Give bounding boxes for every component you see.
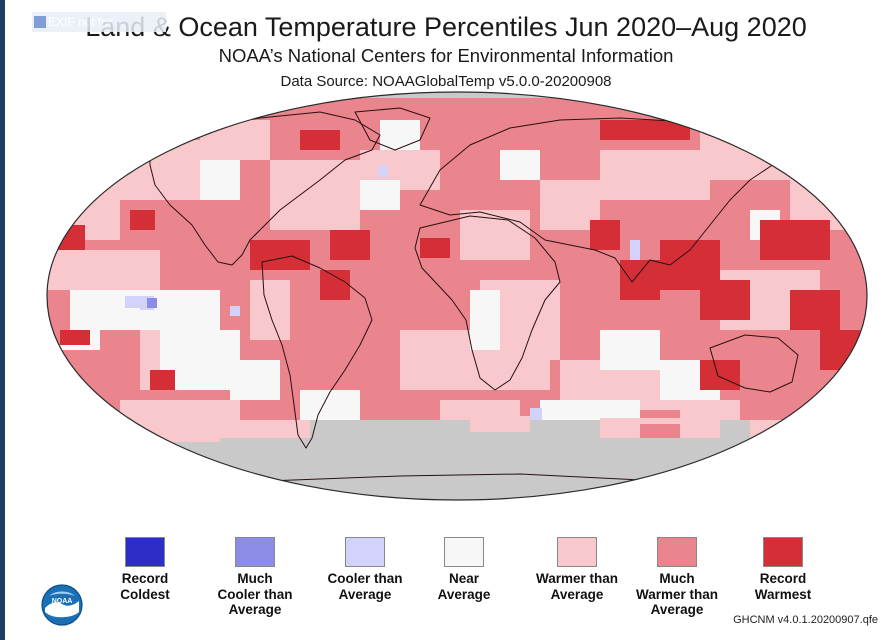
legend-label: Record Coldest — [120, 571, 170, 602]
record-warmest-cell — [60, 330, 90, 345]
warmer-cell — [600, 150, 710, 200]
legend-item-cooler: Cooler than Average — [315, 537, 415, 602]
warmer-cell — [460, 210, 530, 260]
cooler-cell — [530, 408, 542, 420]
warmer-cell — [470, 416, 530, 432]
footer-note: GHCNM v4.0.1.20200907.qfe — [733, 614, 878, 626]
near-average-cell — [360, 180, 400, 210]
warmer-cell — [270, 160, 360, 230]
arctic-no-data — [47, 92, 867, 98]
record-warmest-cell — [330, 230, 370, 260]
record-warmest-cell — [790, 290, 840, 330]
warmer-cell — [47, 250, 160, 290]
record-warmest-cell — [760, 220, 830, 260]
record-warmest-cell — [130, 210, 155, 230]
cooler-cell — [230, 306, 240, 316]
near-average-cell — [300, 390, 360, 420]
warmer-cell — [200, 120, 270, 160]
record-warmest-cell — [250, 240, 310, 270]
legend-item-record-warmest: Record Warmest — [733, 537, 833, 602]
near-average-cell — [380, 120, 420, 150]
page-edge-bar — [0, 0, 5, 640]
legend-label: Near Average — [437, 571, 491, 602]
africa-outline — [414, 215, 561, 391]
much-warmer-cell — [100, 424, 140, 438]
legend-item-warmer: Warmer than Average — [527, 537, 627, 602]
legend-swatch — [657, 537, 697, 567]
much-warmer-cell — [640, 424, 680, 438]
record-warmest-cell — [300, 130, 340, 150]
record-warmest-cell — [700, 360, 740, 390]
cooler-cell — [630, 240, 640, 260]
legend-label: Warmer than Average — [535, 571, 618, 602]
map-title: Land & Ocean Temperature Percentiles Jun… — [85, 12, 807, 42]
watermark: EXIF not for... — [32, 12, 166, 32]
eurasia-outline — [419, 117, 791, 283]
data-source: Data Source: NOAAGlobalTemp v5.0.0-20200… — [280, 73, 612, 90]
legend-item-much-cooler: Much Cooler than Average — [205, 537, 305, 618]
legend-swatch — [345, 537, 385, 567]
legend-swatch — [763, 537, 803, 567]
noaa-logo-icon: NOAA — [41, 584, 83, 626]
record-warmest-cell — [700, 280, 750, 320]
much-cooler-cell — [147, 298, 157, 308]
legend-swatch — [444, 537, 484, 567]
record-warmest-cell — [590, 220, 620, 250]
north-america-outline — [149, 111, 381, 266]
legend-label: Record Warmest — [754, 571, 812, 602]
near-average-cell — [200, 160, 240, 200]
greenland-outline — [354, 107, 431, 151]
record-warmest-cell — [320, 270, 350, 300]
near-average-cell — [230, 360, 280, 400]
noaa-logo-text: NOAA — [52, 598, 73, 605]
record-warmest-cell — [620, 260, 660, 300]
australia-outline — [709, 334, 799, 393]
globe-outline — [46, 91, 868, 501]
near-average-cell — [600, 330, 660, 370]
legend-label: Cooler than Average — [327, 571, 403, 602]
south-america-outline — [261, 255, 373, 449]
legend-item-record-coldest: Record Coldest — [95, 537, 195, 602]
warmer-cell — [750, 420, 850, 438]
warmer-cell — [250, 280, 290, 340]
legend-label: Much Cooler than Average — [217, 571, 293, 617]
record-warmest-cell — [150, 370, 175, 390]
watermark-text: EXIF not for... — [48, 15, 122, 29]
watermark-icon — [34, 16, 46, 28]
near-average-cell — [500, 150, 540, 180]
cooler-cell — [378, 165, 388, 177]
record-warmest-cell — [600, 120, 690, 140]
map-subtitle: NOAA’s National Centers for Environmenta… — [218, 45, 674, 66]
legend-swatch — [557, 537, 597, 567]
warmer-cell — [220, 420, 310, 438]
legend-swatch — [125, 537, 165, 567]
near-average-cell — [470, 290, 500, 350]
legend-item-near-average: Near Average — [414, 537, 514, 602]
legend-item-much-warmer: Much Warmer than Average — [627, 537, 727, 618]
legend-label: Much Warmer than Average — [635, 571, 718, 617]
record-warmest-cell — [820, 330, 860, 370]
legend-swatch — [235, 537, 275, 567]
record-warmest-cell — [420, 238, 450, 258]
